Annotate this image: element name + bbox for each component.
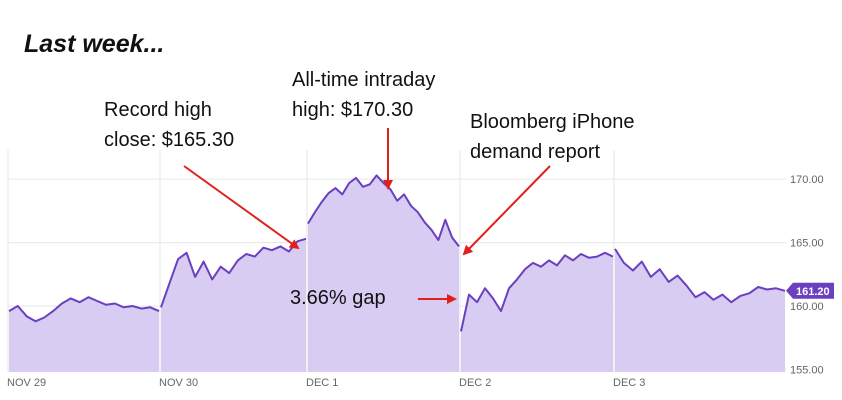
x-tick-label: NOV 29 — [7, 377, 46, 389]
area-fill — [615, 248, 785, 372]
area-fill — [9, 297, 159, 372]
x-tick-label: DEC 2 — [459, 377, 491, 389]
bloomberg-annotation: Bloomberg iPhone — [470, 111, 635, 133]
area-layer — [8, 174, 786, 372]
x-tick-label: NOV 30 — [159, 377, 198, 389]
badge-layer: 161.20 — [786, 282, 834, 299]
record-high-annotation: Record high — [104, 99, 212, 121]
y-tick-label: 170.00 — [790, 174, 824, 186]
price-line — [160, 237, 307, 308]
annotation-layer: Record high close: $165.30 All-time intrad… — [104, 69, 635, 309]
y-tick-label: 165.00 — [790, 238, 824, 250]
price-badge — [786, 282, 834, 299]
x-tick-label: DEC 1 — [306, 377, 338, 389]
y-tick-label: 160.00 — [790, 301, 824, 313]
price-line — [8, 296, 160, 323]
x-tick-label: DEC 3 — [613, 377, 645, 389]
area-fill — [161, 238, 306, 372]
gap-annotation: 3.66% gap — [290, 287, 386, 309]
area-fill — [308, 175, 459, 372]
intraday-high-annotation: All-time intraday — [292, 69, 435, 91]
record-high-arrow — [183, 165, 300, 250]
price-line — [460, 251, 614, 332]
bloomberg-annotation: demand report — [470, 141, 601, 163]
area-fill — [461, 252, 613, 372]
price-badge-label: 161.20 — [796, 286, 830, 298]
axis-layer: 155.00 160.00 165.00 170.00 NOV 29 NOV 30 DEC … — [7, 174, 824, 389]
price-line — [614, 248, 786, 304]
intraday-high-annotation: high: $170.30 — [292, 99, 413, 121]
headline: Last week... — [24, 30, 165, 58]
bloomberg-arrow — [462, 165, 551, 256]
y-tick-label: 155.00 — [790, 364, 824, 376]
record-high-annotation: close: $165.30 — [104, 129, 234, 151]
